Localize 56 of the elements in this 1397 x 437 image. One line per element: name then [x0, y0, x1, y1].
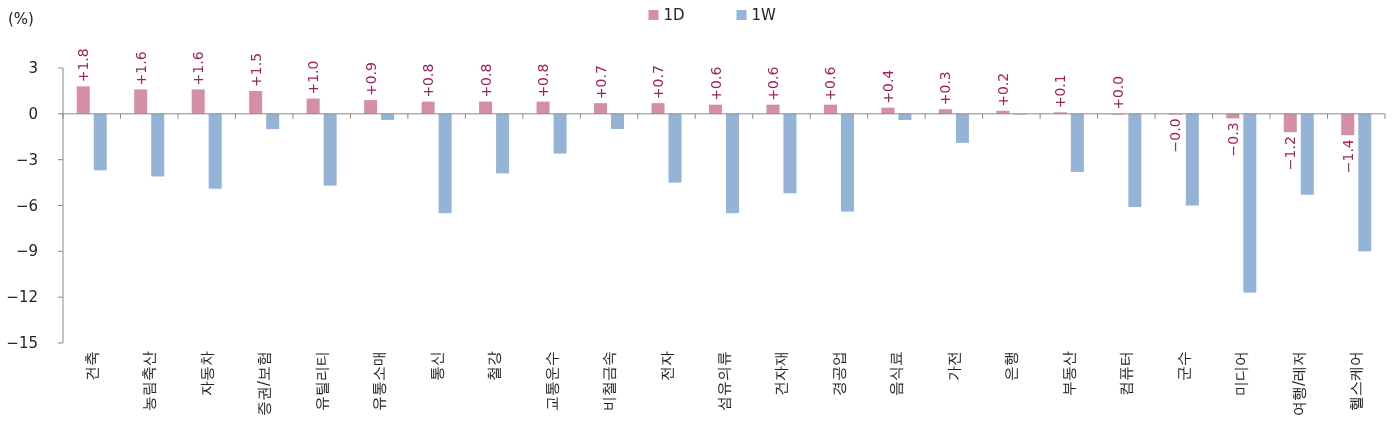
y-tick-label: −3 — [15, 150, 38, 169]
x-tick-label: 자동차 — [197, 351, 216, 396]
data-label: +0.7 — [592, 65, 609, 100]
x-tick-label: 여행/레저 — [1289, 351, 1308, 417]
y-tick-label: −6 — [15, 196, 38, 215]
x-tick-label: 가전 — [944, 351, 963, 381]
data-label: +0.7 — [650, 65, 667, 100]
x-tick-label: 미디어 — [1232, 351, 1251, 396]
x-tick-label: 유틸리티 — [312, 351, 331, 411]
y-axis-title: (%) — [8, 10, 34, 28]
data-label: +0.3 — [937, 71, 954, 106]
legend-label: 1W — [751, 6, 777, 24]
x-tick-label: 철강 — [485, 351, 504, 381]
y-tick-label: 0 — [28, 104, 38, 123]
x-tick-label: 건축 — [82, 351, 101, 381]
data-label: −0.0 — [1167, 118, 1184, 153]
data-label: +0.9 — [362, 62, 379, 97]
data-label: +1.8 — [75, 48, 92, 83]
x-tick-label: 증권/보험 — [255, 351, 274, 417]
data-label: −1.4 — [1339, 139, 1356, 174]
y-tick-label: −9 — [15, 242, 38, 261]
data-label: +1.5 — [247, 52, 264, 87]
x-tick-label: 섬유의류 — [715, 351, 733, 411]
y-tick-label: −15 — [6, 334, 38, 352]
x-tick-label: 컴퓨터 — [1117, 351, 1136, 396]
data-label: +0.4 — [879, 69, 896, 104]
data-label: +0.1 — [1052, 74, 1069, 109]
x-tick-label: 농림축산 — [140, 351, 159, 411]
x-tick-label: 통신 — [427, 351, 446, 381]
data-label: +0.6 — [707, 66, 724, 101]
x-tick-label: 헬스케어 — [1347, 351, 1366, 411]
data-label: +1.6 — [190, 51, 207, 86]
x-tick-label: 전자 — [657, 351, 676, 381]
x-tick-label: 군수 — [1174, 351, 1193, 381]
x-tick-label: 부동산 — [1059, 351, 1078, 396]
data-label: +0.8 — [477, 63, 494, 98]
data-label: +0.6 — [764, 66, 781, 101]
x-tick-label: 음식료 — [887, 351, 906, 396]
data-label: +0.0 — [1109, 75, 1126, 110]
data-label: +0.2 — [994, 72, 1011, 107]
data-label: +0.8 — [535, 63, 552, 98]
y-tick-label: 3 — [28, 59, 38, 77]
legend-label: 1D — [663, 6, 685, 24]
x-tick-label: 유통소매 — [370, 351, 389, 411]
data-label: +1.0 — [305, 60, 322, 95]
x-tick-label: 비철금속 — [600, 351, 619, 411]
data-label: +0.8 — [420, 63, 437, 98]
x-tick-label: 건자재 — [772, 351, 791, 396]
data-label: −1.2 — [1282, 136, 1299, 171]
x-tick-label: 교통운수 — [542, 351, 561, 411]
x-tick-label: 경공업 — [829, 351, 848, 396]
data-label: −0.3 — [1224, 122, 1241, 157]
data-label: +0.6 — [822, 66, 839, 101]
x-tick-label: 은행 — [1002, 351, 1021, 381]
data-label: +1.6 — [132, 51, 149, 86]
y-tick-label: −12 — [6, 288, 38, 307]
